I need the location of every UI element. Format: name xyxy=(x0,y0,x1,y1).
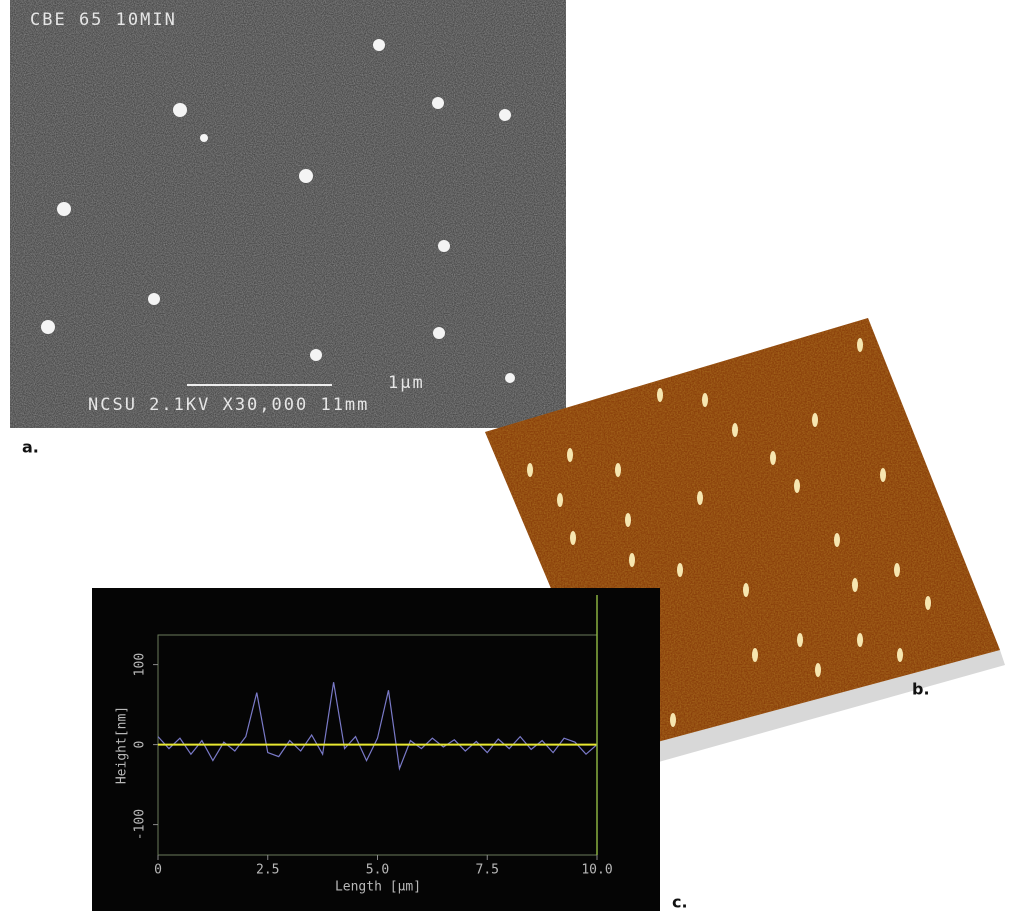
y-tick-label: -100 xyxy=(133,809,148,840)
x-tick-label: 5.0 xyxy=(366,863,389,878)
sem-footer: NCSU 2.1KV X30,000 11mm xyxy=(88,395,369,415)
x-tick-label: 2.5 xyxy=(256,863,279,878)
panel-label: b. xyxy=(912,680,930,699)
panel-label: c. xyxy=(672,893,688,912)
y-axis-label: Height[nm] xyxy=(115,706,130,784)
scale-bar-label: 1μm xyxy=(388,373,425,393)
y-tick-label: 100 xyxy=(133,653,148,676)
panel-label: a. xyxy=(22,438,39,457)
sem-texture xyxy=(10,0,566,428)
figure: CBE 65 10MIN 1μm NCSU 2.1KV X30,000 11mm… xyxy=(0,0,1012,911)
x-tick-label: 7.5 xyxy=(476,863,499,878)
x-tick-label: 0 xyxy=(154,863,162,878)
x-axis-label: Length [µm] xyxy=(335,880,421,895)
sem-header: CBE 65 10MIN xyxy=(30,10,177,30)
y-tick-label: 0 xyxy=(133,741,148,749)
x-tick-label: 10.0 xyxy=(581,863,612,878)
sem-image: CBE 65 10MIN 1μm NCSU 2.1KV X30,000 11mm xyxy=(10,0,566,428)
